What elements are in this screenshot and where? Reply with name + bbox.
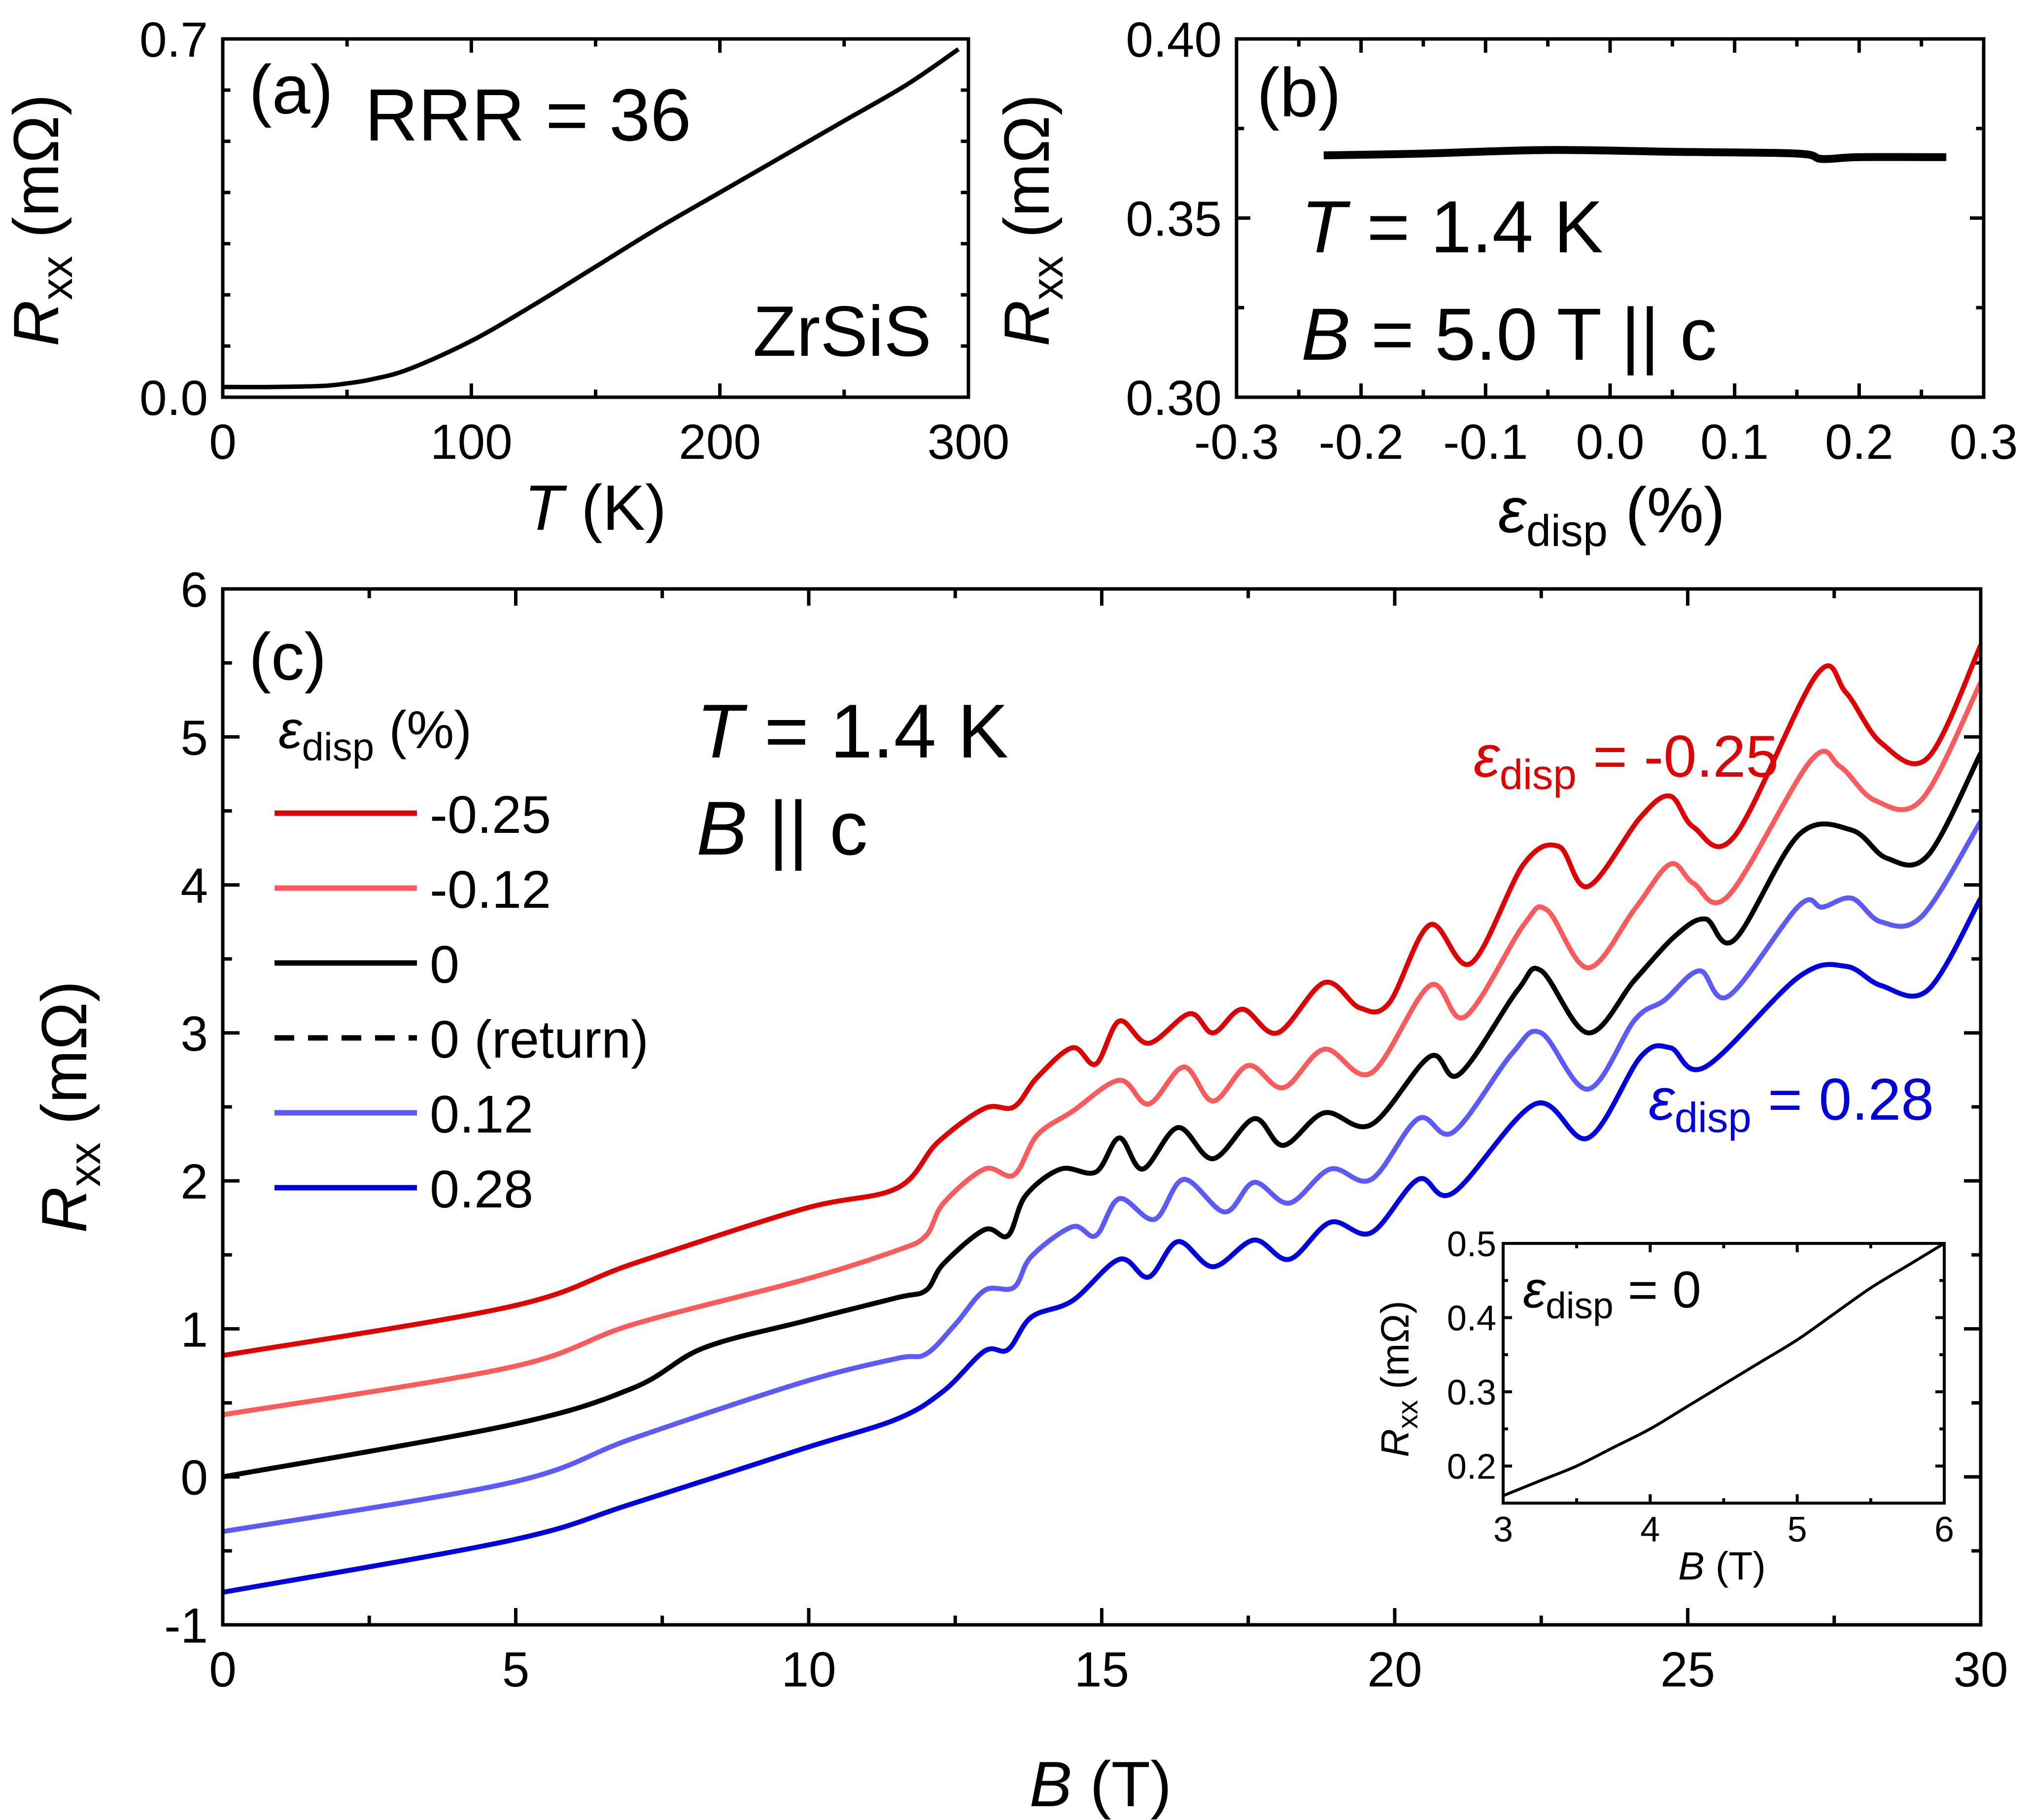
y-tick-label: 0.40: [1126, 12, 1222, 68]
panel-a-ylabel: Rxx (mΩ): [0, 94, 82, 346]
x-tick-label: 0.1: [1700, 414, 1769, 470]
y-tick-label: 0.0: [139, 371, 208, 426]
legend-item: 0: [275, 934, 459, 994]
legend-label: 0: [430, 934, 459, 994]
y-tick-label: -1: [164, 1598, 208, 1653]
x-tick-label: 30: [1953, 1642, 2008, 1697]
panel-c-temperature: T = 1.4 K: [696, 688, 1008, 774]
x-tick-label: 0: [209, 414, 237, 470]
y-tick-label: 1: [180, 1302, 208, 1357]
y-tick-label: 2: [180, 1154, 208, 1209]
x-tick-label: -0.1: [1443, 414, 1528, 470]
series-line--0.12: [223, 681, 1981, 1417]
panel-b-xlabel: εdisp (%): [1498, 474, 1725, 556]
y-tick-label: 3: [180, 1006, 208, 1062]
plot-frame: [221, 37, 970, 399]
x-tick-label: 15: [1074, 1642, 1129, 1697]
y-tick-label: 0.4: [1447, 1299, 1496, 1338]
inset-xlabel: B (T): [1678, 1544, 1766, 1588]
y-tick-label: 0.5: [1447, 1225, 1496, 1264]
plot-frame: [221, 587, 1983, 1627]
x-tick-label: -0.2: [1319, 414, 1404, 470]
x-tick-label: 5: [502, 1642, 530, 1697]
plot-frame: [1502, 1242, 1946, 1505]
x-tick-label: 3: [1493, 1510, 1513, 1549]
y-tick-label: 5: [180, 710, 208, 765]
legend-item: 0 (return): [275, 1009, 649, 1069]
x-tick-label: 25: [1660, 1642, 1715, 1697]
legend-label: -0.12: [430, 859, 551, 919]
panel-c-ylabel: Rxx (mΩ): [28, 981, 110, 1233]
series-line-0.28: [223, 897, 1981, 1595]
legend-item: -0.25: [275, 785, 551, 844]
series-line--0.25: [223, 644, 1981, 1358]
rrr-annotation: RRR = 36: [365, 73, 691, 156]
y-tick-label: 4: [180, 858, 208, 914]
x-tick-label: 10: [781, 1642, 836, 1697]
series-line: [1503, 1242, 1944, 1497]
legend-item: -0.12: [275, 859, 551, 919]
legend-item: 0.28: [275, 1159, 533, 1219]
x-tick-label: 4: [1640, 1510, 1660, 1549]
y-tick-label: 0.2: [1447, 1447, 1496, 1487]
panel-b-temperature: T = 1.4 K: [1301, 185, 1603, 268]
x-tick-label: 0: [209, 1642, 237, 1697]
y-tick-label: 0: [180, 1450, 208, 1506]
curve-label-red: εdisp = -0.25: [1474, 723, 1779, 798]
x-tick-label: 0.2: [1825, 414, 1893, 470]
x-tick-label: 6: [1934, 1510, 1954, 1549]
legend-label: 0.12: [430, 1084, 533, 1144]
x-tick-label: 100: [430, 414, 513, 470]
y-tick-label: 0.35: [1126, 192, 1222, 247]
panel-a: 0 100 200 300 0.0 0.7: [139, 12, 1009, 470]
y-tick-label: 0.30: [1126, 371, 1222, 426]
series-line: [223, 47, 960, 389]
x-tick-label: 20: [1367, 1642, 1422, 1697]
y-tick-label: 0.7: [139, 12, 208, 68]
legend-item: 0.12: [275, 1084, 533, 1144]
panel-c-xlabel: B (T): [1030, 1748, 1172, 1820]
plot-frame: [1235, 37, 1986, 399]
x-tick-label: -0.3: [1194, 414, 1279, 470]
panel-b-ylabel: Rxx (mΩ): [991, 94, 1072, 346]
panel-a-label: (a): [249, 51, 333, 128]
inset-ylabel: Rxx (mΩ): [1373, 1301, 1424, 1457]
y-tick-label: 6: [180, 562, 208, 618]
panel-c-field: B || c: [696, 786, 868, 871]
panel-b-label: (b): [1257, 54, 1341, 131]
legend: -0.25 -0.12 0 0 (return) 0.12 0.28: [275, 785, 649, 1219]
x-tick-label: 0.0: [1576, 414, 1644, 470]
inset-annotation: εdisp = 0: [1523, 1261, 1701, 1326]
x-tick-label: 300: [928, 414, 1010, 470]
panel-c-label: (c): [249, 619, 326, 694]
curve-label-blue: εdisp = 0.28: [1649, 1066, 1934, 1141]
series-line-0.12: [223, 820, 1981, 1534]
series-line: [1323, 146, 1947, 163]
legend-label: 0 (return): [430, 1009, 649, 1069]
panel-b: -0.3 -0.2 -0.1 0.0 0.1 0.2 0.3 0.30 0.35 0.40: [1126, 12, 2018, 470]
panel-b-field: B = 5.0 T || c: [1301, 293, 1717, 376]
y-tick-label: 0.3: [1447, 1373, 1496, 1412]
x-tick-label: 200: [679, 414, 761, 470]
legend-label: 0.28: [430, 1159, 533, 1219]
x-tick-label: 0.3: [1949, 414, 2018, 470]
legend-title: εdisp (%): [278, 700, 472, 769]
legend-label: -0.25: [430, 785, 551, 844]
x-tick-label: 5: [1788, 1510, 1807, 1549]
panel-a-xlabel: T (K): [524, 472, 667, 544]
panel-c-inset: 3 4 5 6 0.2 0.3 0.4 0.5: [1447, 1225, 1954, 1549]
material-annotation: ZrSiS: [753, 291, 932, 371]
series-line-0return: [223, 752, 1981, 1479]
